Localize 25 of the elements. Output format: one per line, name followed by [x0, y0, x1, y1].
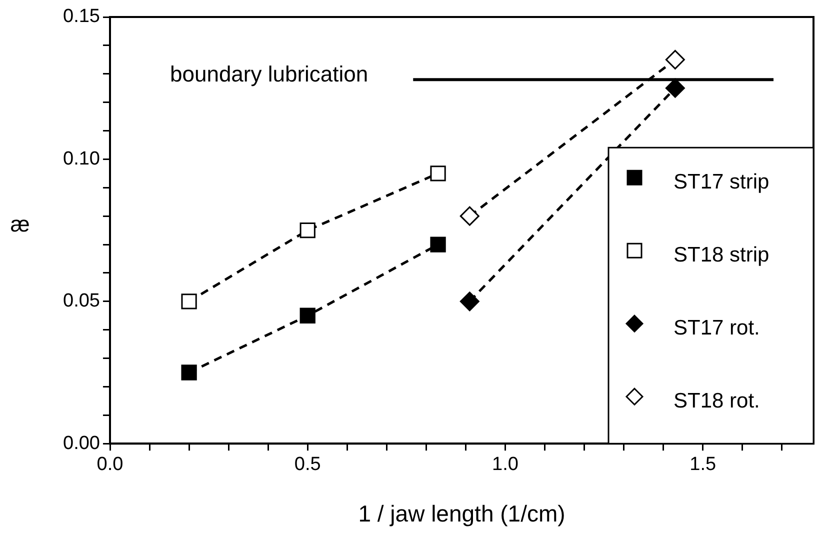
point: [430, 236, 446, 252]
y-axis-title: æ: [10, 211, 30, 236]
point: [665, 50, 685, 70]
point: [460, 206, 480, 226]
point: [181, 294, 197, 310]
ref-line-label: boundary lubrication: [170, 62, 368, 87]
legend-label: ST18 strip: [674, 243, 770, 266]
y-tick-label: 0.15: [63, 6, 100, 28]
point: [460, 292, 480, 312]
legend-label: ST18 rot.: [674, 389, 760, 412]
point: [665, 78, 685, 98]
y-tick-label: 0.10: [63, 148, 100, 170]
point: [430, 166, 446, 182]
point: [300, 308, 316, 324]
legend-label: ST17 rot.: [674, 316, 760, 340]
x-tick-label: 0.5: [294, 454, 321, 476]
x-tick-label: 1.0: [492, 454, 518, 476]
y-tick-label: 0.05: [63, 290, 100, 312]
x-tick-label: 1.5: [690, 454, 716, 476]
y-tick-label: 0.00: [63, 432, 100, 454]
x-tick-label: 0.0: [96, 454, 124, 476]
point: [181, 364, 197, 380]
x-axis-title: 1 / jaw length (1/cm): [358, 500, 566, 527]
legend-label: ST17 strip: [674, 170, 770, 194]
point: [300, 222, 316, 238]
